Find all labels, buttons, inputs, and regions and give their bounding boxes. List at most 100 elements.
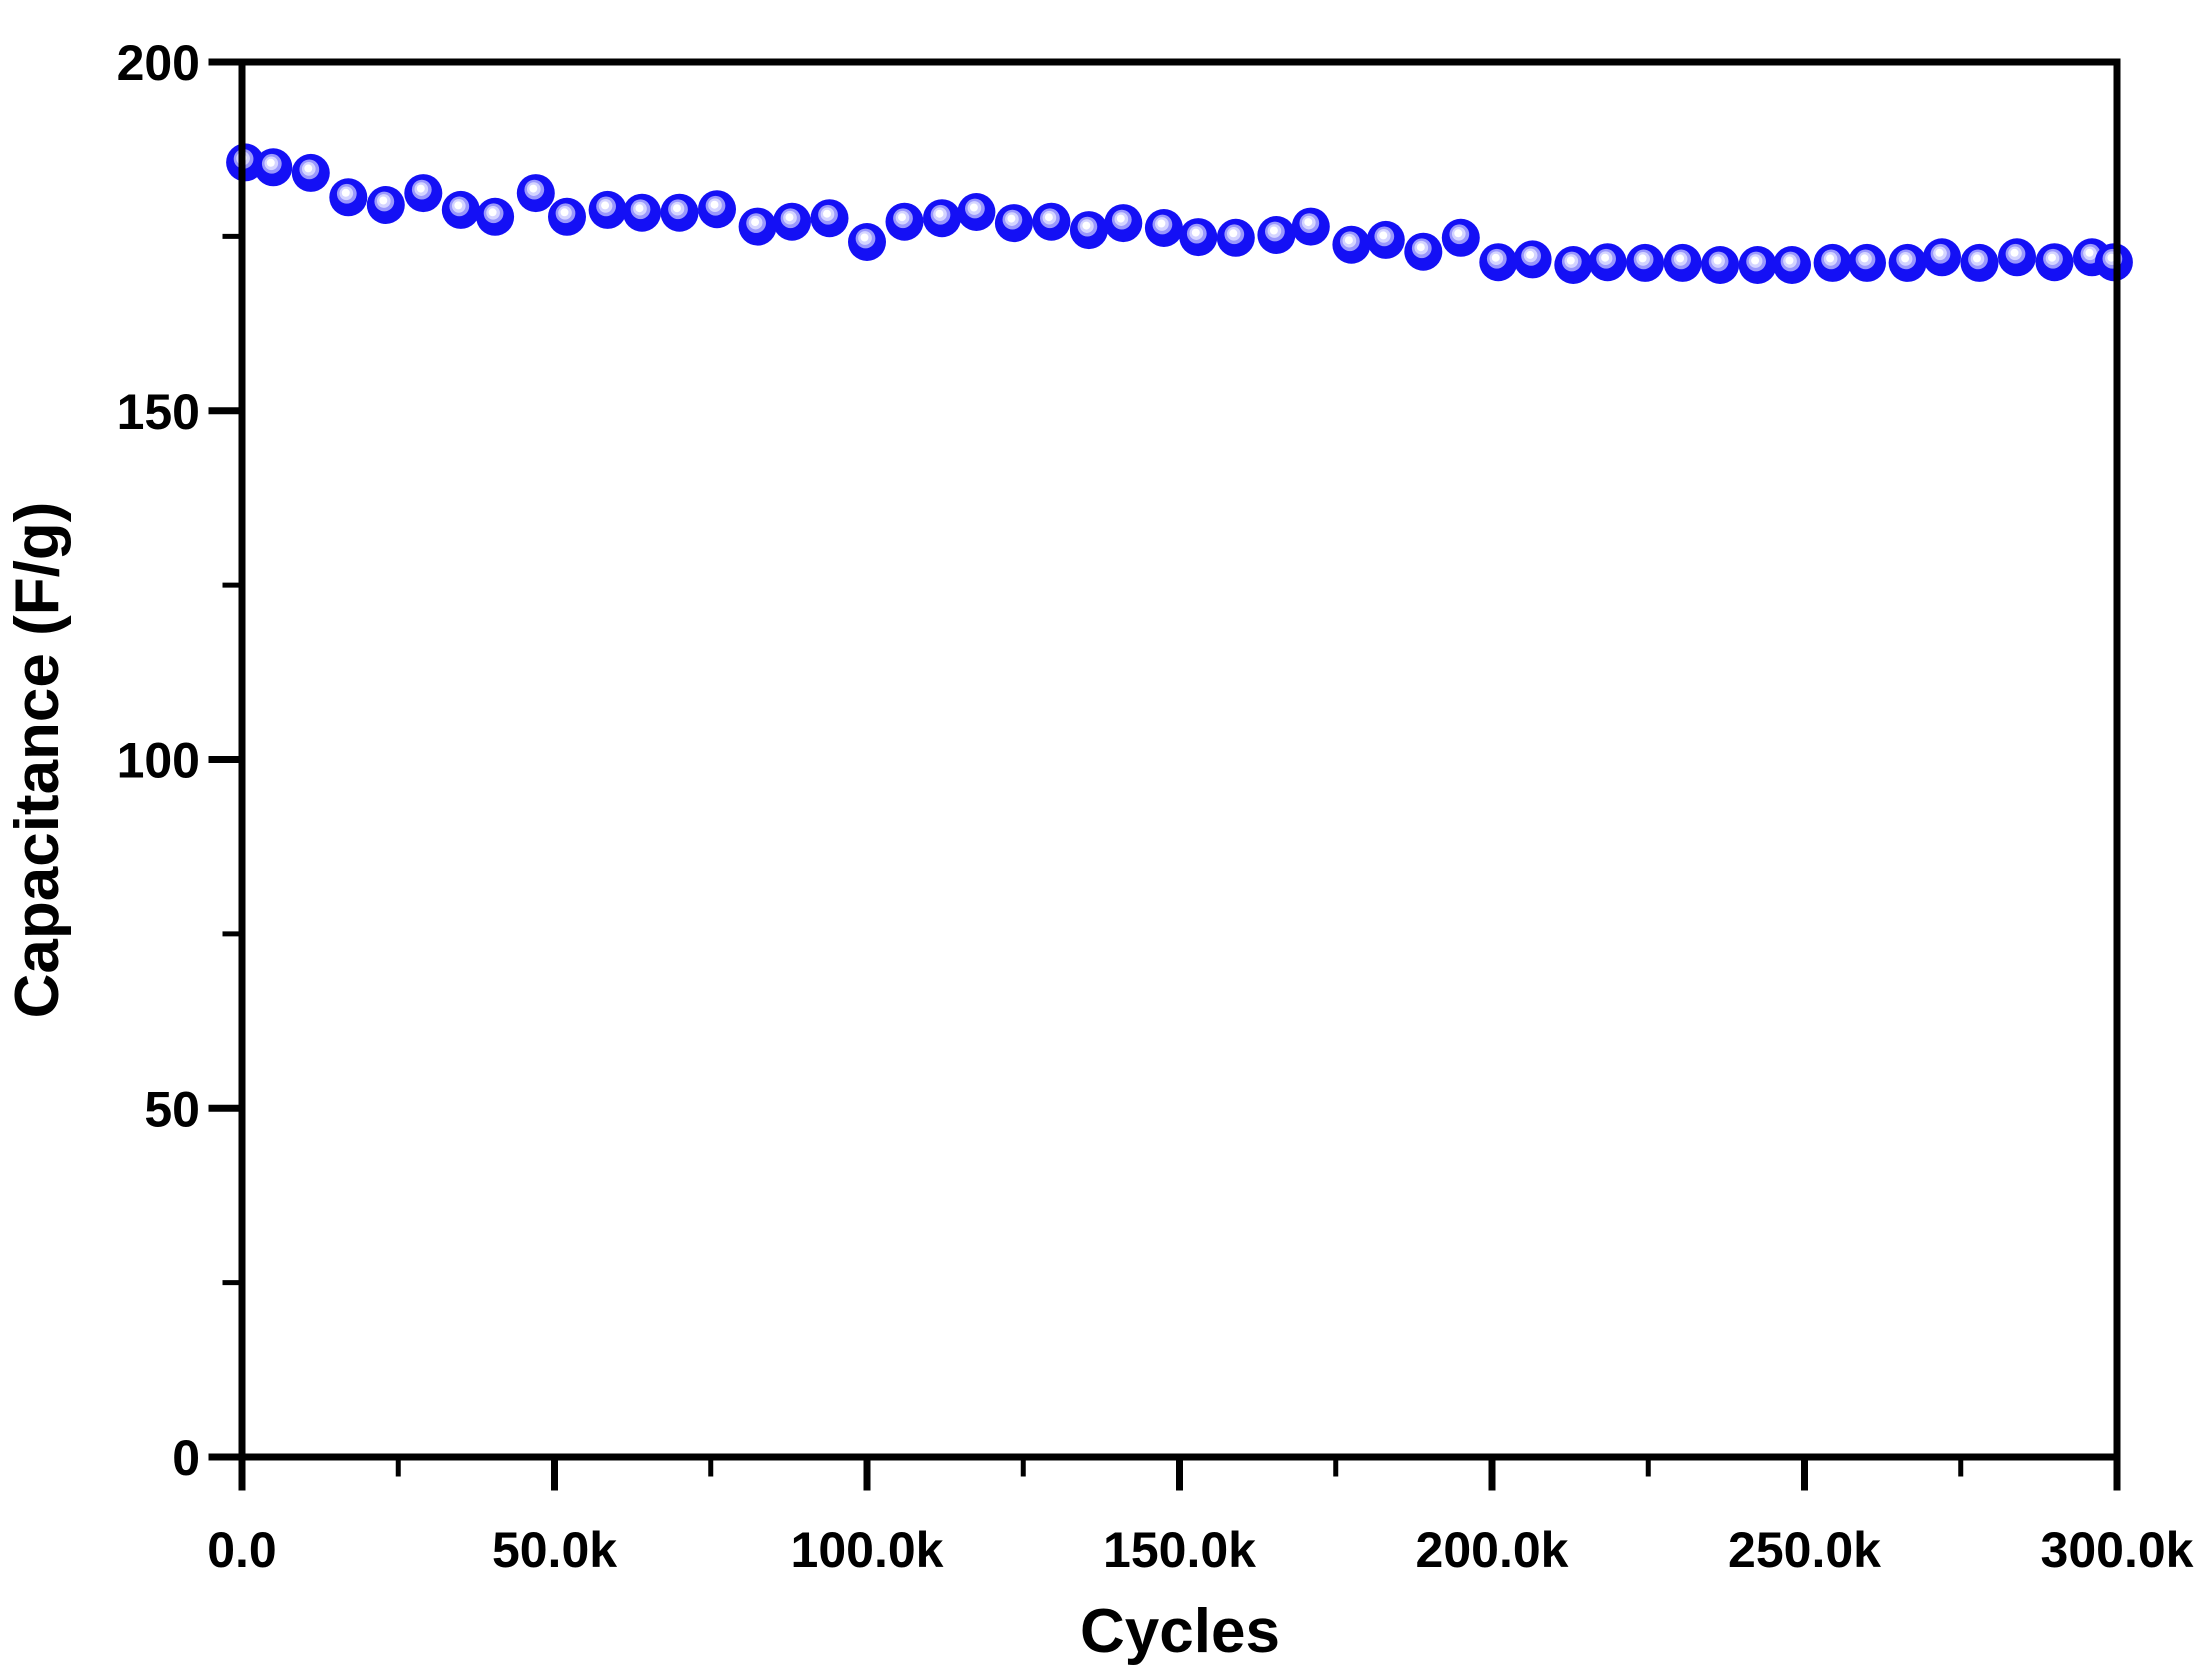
- data-point: [1179, 218, 1218, 257]
- ball-highlight: [1901, 254, 1910, 263]
- ball-highlight: [416, 184, 425, 193]
- y-tick-label: 150: [117, 384, 200, 440]
- data-point: [1257, 216, 1296, 254]
- ball-highlight: [304, 164, 313, 173]
- ball-highlight: [785, 213, 794, 222]
- data-point: [1773, 246, 1811, 284]
- data-point: [1366, 220, 1405, 259]
- ball-highlight: [1526, 250, 1535, 259]
- ball-highlight: [1676, 254, 1685, 263]
- ball-highlight: [1116, 214, 1125, 223]
- data-point: [588, 190, 627, 229]
- data-point: [1291, 207, 1330, 246]
- data-point: [1626, 243, 1665, 282]
- ball-highlight: [1082, 221, 1091, 230]
- data-point: [738, 207, 777, 246]
- ball-highlight: [1491, 253, 1500, 262]
- data-point: [1404, 232, 1443, 271]
- ball-highlight: [1344, 236, 1353, 245]
- data-point: [291, 153, 330, 192]
- ball-highlight: [1826, 254, 1835, 263]
- ball-highlight: [635, 204, 644, 213]
- data-point: [994, 204, 1033, 243]
- ball-highlight: [1044, 213, 1053, 222]
- ball-highlight: [1935, 248, 1944, 257]
- ball-highlight: [1601, 253, 1610, 262]
- x-tick-label: 100.0k: [791, 1522, 944, 1578]
- ball-highlight: [1785, 256, 1794, 265]
- x-tick-label: 0.0: [207, 1522, 277, 1578]
- y-tick-label: 200: [117, 35, 200, 91]
- ball-highlight: [1269, 226, 1278, 235]
- data-point: [548, 197, 586, 236]
- data-point: [885, 202, 924, 241]
- x-tick-label: 200.0k: [1416, 1522, 1569, 1578]
- data-point: [810, 199, 849, 238]
- data-point: [957, 193, 996, 231]
- data-point: [404, 174, 443, 213]
- data-point: [1104, 204, 1143, 243]
- data-point: [1848, 243, 1886, 282]
- data-point: [1032, 202, 1071, 241]
- ball-highlight: [969, 203, 978, 212]
- ball-highlight: [2048, 253, 2056, 262]
- x-tick-label: 50.0k: [492, 1522, 617, 1578]
- ball-highlight: [2085, 248, 2094, 257]
- scatter-series: [226, 143, 2133, 284]
- ball-highlight: [1713, 256, 1722, 265]
- ball-highlight: [1638, 254, 1647, 263]
- ball-highlight: [823, 209, 831, 218]
- data-point: [516, 174, 555, 213]
- tick-labels: 0.0 50.0k 100.0k 150.0k 200.0k 250.0k 300.0k 0 5…: [117, 35, 2194, 1578]
- ball-highlight: [898, 213, 906, 222]
- data-point: [660, 193, 699, 232]
- data-point: [1144, 209, 1183, 247]
- x-tick-label: 250.0k: [1728, 1522, 1881, 1578]
- x-tick-label: 150.0k: [1103, 1522, 1256, 1578]
- ball-highlight: [1007, 214, 1016, 223]
- ball-highlight: [673, 204, 681, 213]
- ball-highlight: [1157, 219, 1166, 228]
- data-point: [366, 186, 405, 224]
- data-point: [1332, 225, 1371, 264]
- axes: [208, 58, 2121, 1491]
- data-point: [2035, 243, 2074, 282]
- data-point: [1813, 243, 1852, 282]
- ball-highlight: [1379, 231, 1388, 240]
- ball-highlight: [1229, 229, 1238, 238]
- x-tick-label: 300.0k: [2041, 1522, 2194, 1578]
- ball-highlight: [601, 201, 610, 210]
- y-tick-label: 0: [172, 1430, 200, 1486]
- ball-highlight: [1566, 256, 1575, 265]
- data-point: [848, 223, 886, 261]
- ball-highlight: [1454, 229, 1463, 238]
- data-point: [1588, 243, 1627, 282]
- data-point: [1738, 246, 1777, 284]
- ball-highlight: [710, 200, 719, 209]
- data-point: [1216, 218, 1255, 257]
- data-point: [329, 178, 368, 217]
- data-point: [1998, 238, 2036, 277]
- ball-highlight: [529, 184, 538, 193]
- data-point: [476, 197, 515, 236]
- ball-highlight: [341, 188, 350, 197]
- data-point: [441, 190, 480, 229]
- ball-highlight: [1191, 228, 1200, 237]
- ball-highlight: [2107, 253, 2116, 262]
- ball-highlight: [935, 209, 944, 218]
- y-tick-label: 100: [117, 733, 200, 789]
- data-point: [1441, 218, 1480, 257]
- data-point: [1923, 238, 1961, 277]
- ball-highlight: [1416, 243, 1425, 252]
- data-point: [623, 193, 661, 232]
- ball-highlight: [560, 208, 569, 217]
- y-tick-label: 50: [144, 1081, 200, 1137]
- y-axis-title: Capacitance (F/g): [3, 502, 72, 1019]
- data-point: [1554, 246, 1593, 284]
- data-point: [1888, 243, 1927, 282]
- ball-highlight: [1751, 256, 1760, 265]
- ball-highlight: [454, 201, 463, 210]
- x-axis-title: Cycles: [1080, 1597, 1280, 1666]
- ball-highlight: [2010, 248, 2019, 257]
